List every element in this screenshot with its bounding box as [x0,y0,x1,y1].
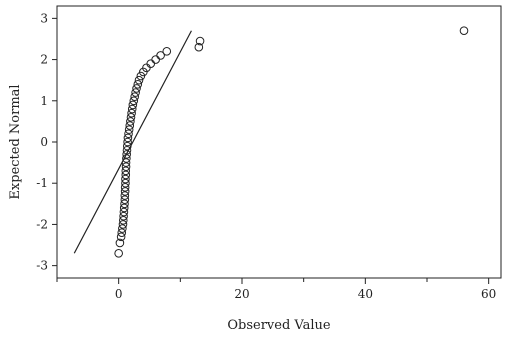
data-point [131,88,140,97]
y-axis-label: Expected Normal [8,84,23,199]
data-point [124,129,133,139]
x-axis-label: Observed Value [227,318,331,333]
data-point [119,203,129,213]
data-point [122,145,132,155]
data-point [121,170,131,180]
data-point [121,166,131,176]
x-tick-label: 60 [481,287,496,301]
y-tick-label: -3 [36,259,48,273]
data-point [123,137,132,147]
data-point [122,150,131,159]
x-tick-label: 40 [358,287,373,301]
data-point [126,117,135,126]
data-point [134,75,144,85]
data-point [118,224,127,233]
data-point [459,26,469,36]
data-point [118,216,128,225]
data-point [123,133,133,143]
data-point [125,121,135,130]
data-point [146,59,156,68]
y-tick-label: -2 [36,217,48,231]
data-point [132,84,141,93]
data-point [119,211,128,221]
data-point [120,187,130,196]
y-tick-label: 2 [40,53,48,67]
data-point [122,154,131,163]
x-tick-label: 0 [115,287,123,301]
x-axis: 0 20 40 60 [56,278,496,301]
data-point [133,80,143,89]
y-tick-label: 0 [40,135,48,149]
data-point [195,36,205,46]
data-point [126,112,136,122]
data-point [123,141,132,151]
y-tick-label: 1 [40,94,48,108]
data-point [130,92,139,101]
data-point [136,71,146,81]
data-point [128,100,138,110]
data-point [121,174,130,184]
y-tick-label: -1 [36,176,48,190]
data-point [120,195,130,204]
data-point [121,158,131,167]
y-axis: -3 -2 -1 0 1 2 3 [36,11,57,273]
data-points [114,26,469,258]
data-point [129,96,139,106]
data-point [115,238,125,248]
data-point [116,232,126,242]
data-point [127,104,137,114]
data-point [120,191,130,200]
data-point [119,207,129,217]
data-point [118,220,128,229]
data-point [120,183,130,192]
x-tick-label: 20 [234,287,249,301]
data-point [156,51,165,60]
data-point [120,199,129,209]
data-point [117,228,127,237]
data-point [114,248,123,258]
data-point [194,42,204,52]
data-point [162,47,172,56]
reference-line [73,30,192,254]
data-point [124,125,134,134]
data-point [121,178,130,188]
y-tick-label: 3 [40,11,48,25]
data-point [151,55,160,64]
data-point [127,108,136,118]
data-point [121,162,131,172]
